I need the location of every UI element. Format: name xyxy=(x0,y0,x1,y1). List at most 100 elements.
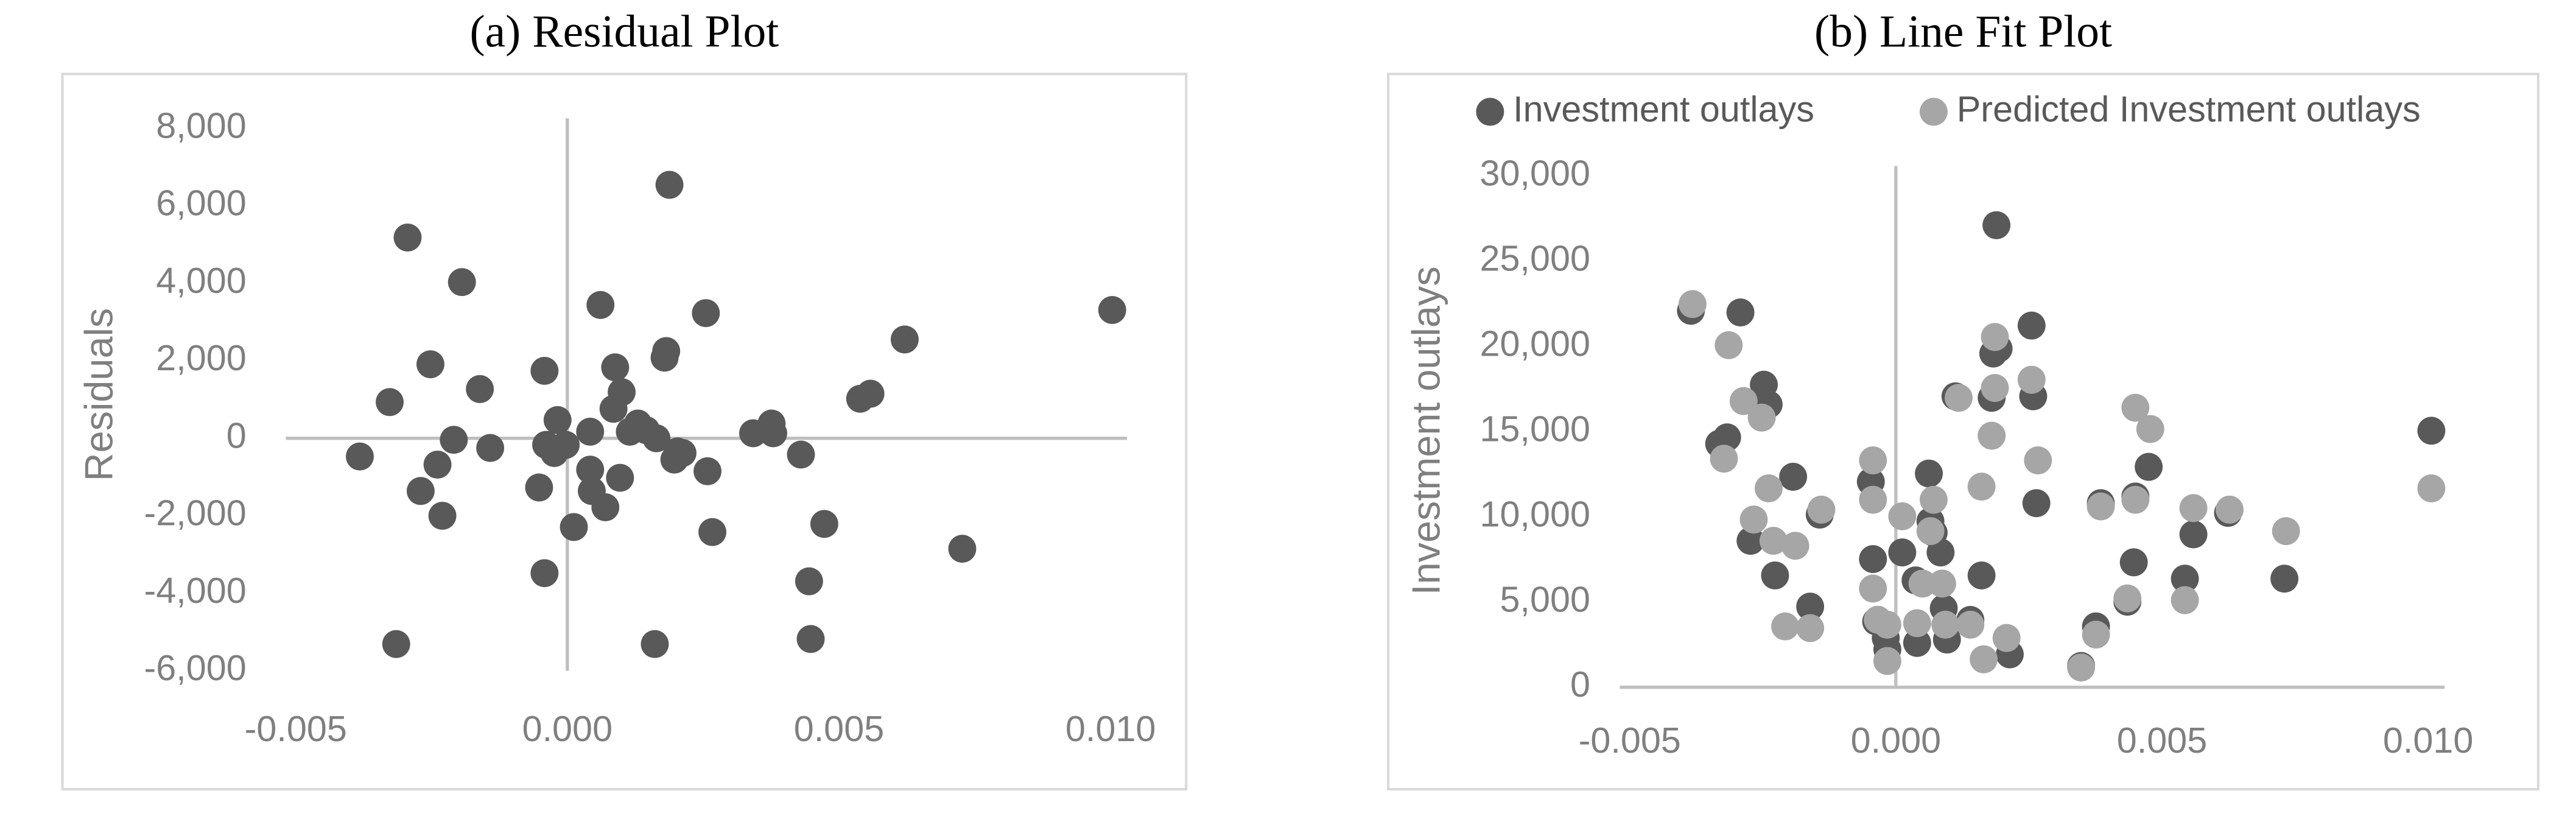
point xyxy=(2121,393,2150,422)
point xyxy=(2179,520,2208,549)
point xyxy=(476,434,505,462)
x-tick-label: 0.010 xyxy=(1065,708,1156,749)
point xyxy=(2136,415,2164,443)
point xyxy=(416,350,444,379)
point xyxy=(1859,485,1887,514)
point xyxy=(576,417,605,446)
point xyxy=(1710,445,1738,473)
legend-label: Predicted Investment outlays xyxy=(1957,88,2421,129)
point xyxy=(525,473,553,502)
point xyxy=(447,268,476,297)
point xyxy=(2017,365,2046,394)
point xyxy=(2417,417,2446,445)
chart-title: (a) Residual Plot xyxy=(470,7,779,57)
point xyxy=(1873,610,1901,639)
y-tick-label: 2,000 xyxy=(156,337,247,378)
point xyxy=(2017,311,2046,340)
point xyxy=(1981,323,2009,351)
point xyxy=(591,493,620,521)
y-tick-label: 25,000 xyxy=(1479,238,1590,278)
point xyxy=(530,559,559,588)
point xyxy=(1916,517,1945,546)
point xyxy=(640,630,669,658)
y-axis-label: Residuals xyxy=(76,308,121,481)
point xyxy=(2216,495,2244,524)
point xyxy=(795,567,823,596)
point xyxy=(693,457,721,485)
point xyxy=(382,630,410,658)
point xyxy=(1859,446,1887,474)
point xyxy=(1796,614,1825,642)
point xyxy=(552,431,580,459)
point xyxy=(576,456,605,484)
y-tick-label: -6,000 xyxy=(144,647,246,688)
point xyxy=(1729,387,1758,415)
legend-marker xyxy=(1476,97,1504,126)
point xyxy=(2135,452,2163,481)
point xyxy=(406,477,435,505)
chart-frame xyxy=(1387,72,2539,790)
point xyxy=(1915,459,1943,488)
point xyxy=(1781,532,1809,560)
point xyxy=(1888,502,1917,530)
point xyxy=(1796,593,1825,621)
point xyxy=(1761,561,1789,589)
point xyxy=(1807,495,1836,524)
point xyxy=(2179,494,2208,523)
point xyxy=(1992,624,2021,652)
point xyxy=(1981,374,2009,402)
point xyxy=(650,343,679,372)
point xyxy=(2067,653,2096,681)
point xyxy=(1747,403,1776,432)
point xyxy=(1908,569,1937,598)
point xyxy=(1967,473,1996,501)
point xyxy=(692,299,720,328)
legend-label: Investment outlays xyxy=(1513,88,1814,129)
point xyxy=(2113,584,2142,613)
point xyxy=(2121,485,2150,514)
point xyxy=(2082,621,2110,649)
point xyxy=(2022,489,2051,518)
point xyxy=(796,625,825,653)
x-tick-label: 0.005 xyxy=(2117,720,2208,761)
point xyxy=(1982,211,2011,239)
y-tick-label: 10,000 xyxy=(1479,493,1590,534)
point xyxy=(856,379,885,408)
point xyxy=(1859,574,1887,603)
chart-title: (b) Line Fit Plot xyxy=(1814,7,2112,57)
point xyxy=(1755,474,1783,502)
point xyxy=(948,535,977,563)
point xyxy=(1779,462,1808,491)
point xyxy=(2417,474,2446,502)
point xyxy=(1945,384,1973,412)
point xyxy=(1978,421,2006,450)
y-tick-label: 30,000 xyxy=(1479,153,1590,194)
point xyxy=(601,353,630,382)
point xyxy=(1920,485,1948,514)
point xyxy=(2119,548,2148,577)
y-tick-label: 8,000 xyxy=(156,105,247,146)
point xyxy=(393,223,422,252)
point xyxy=(440,426,468,454)
point xyxy=(586,290,615,319)
point xyxy=(810,510,838,538)
y-tick-label: 0 xyxy=(1570,664,1590,705)
y-tick-label: 4,000 xyxy=(156,260,247,301)
point xyxy=(599,395,628,423)
point xyxy=(428,502,457,530)
y-tick-label: 5,000 xyxy=(1500,579,1590,619)
x-tick-label: -0.005 xyxy=(1579,720,1681,761)
point xyxy=(530,357,559,385)
y-tick-label: 15,000 xyxy=(1479,408,1590,449)
point xyxy=(1903,609,1931,638)
point xyxy=(1926,538,1955,567)
y-tick-label: 0 xyxy=(226,415,247,456)
legend-marker xyxy=(1920,97,1948,126)
point xyxy=(890,325,919,354)
point xyxy=(1928,569,1956,598)
x-tick-label: 0.000 xyxy=(522,708,613,749)
point xyxy=(1859,545,1887,573)
point xyxy=(759,419,787,448)
y-tick-label: -4,000 xyxy=(144,570,246,611)
